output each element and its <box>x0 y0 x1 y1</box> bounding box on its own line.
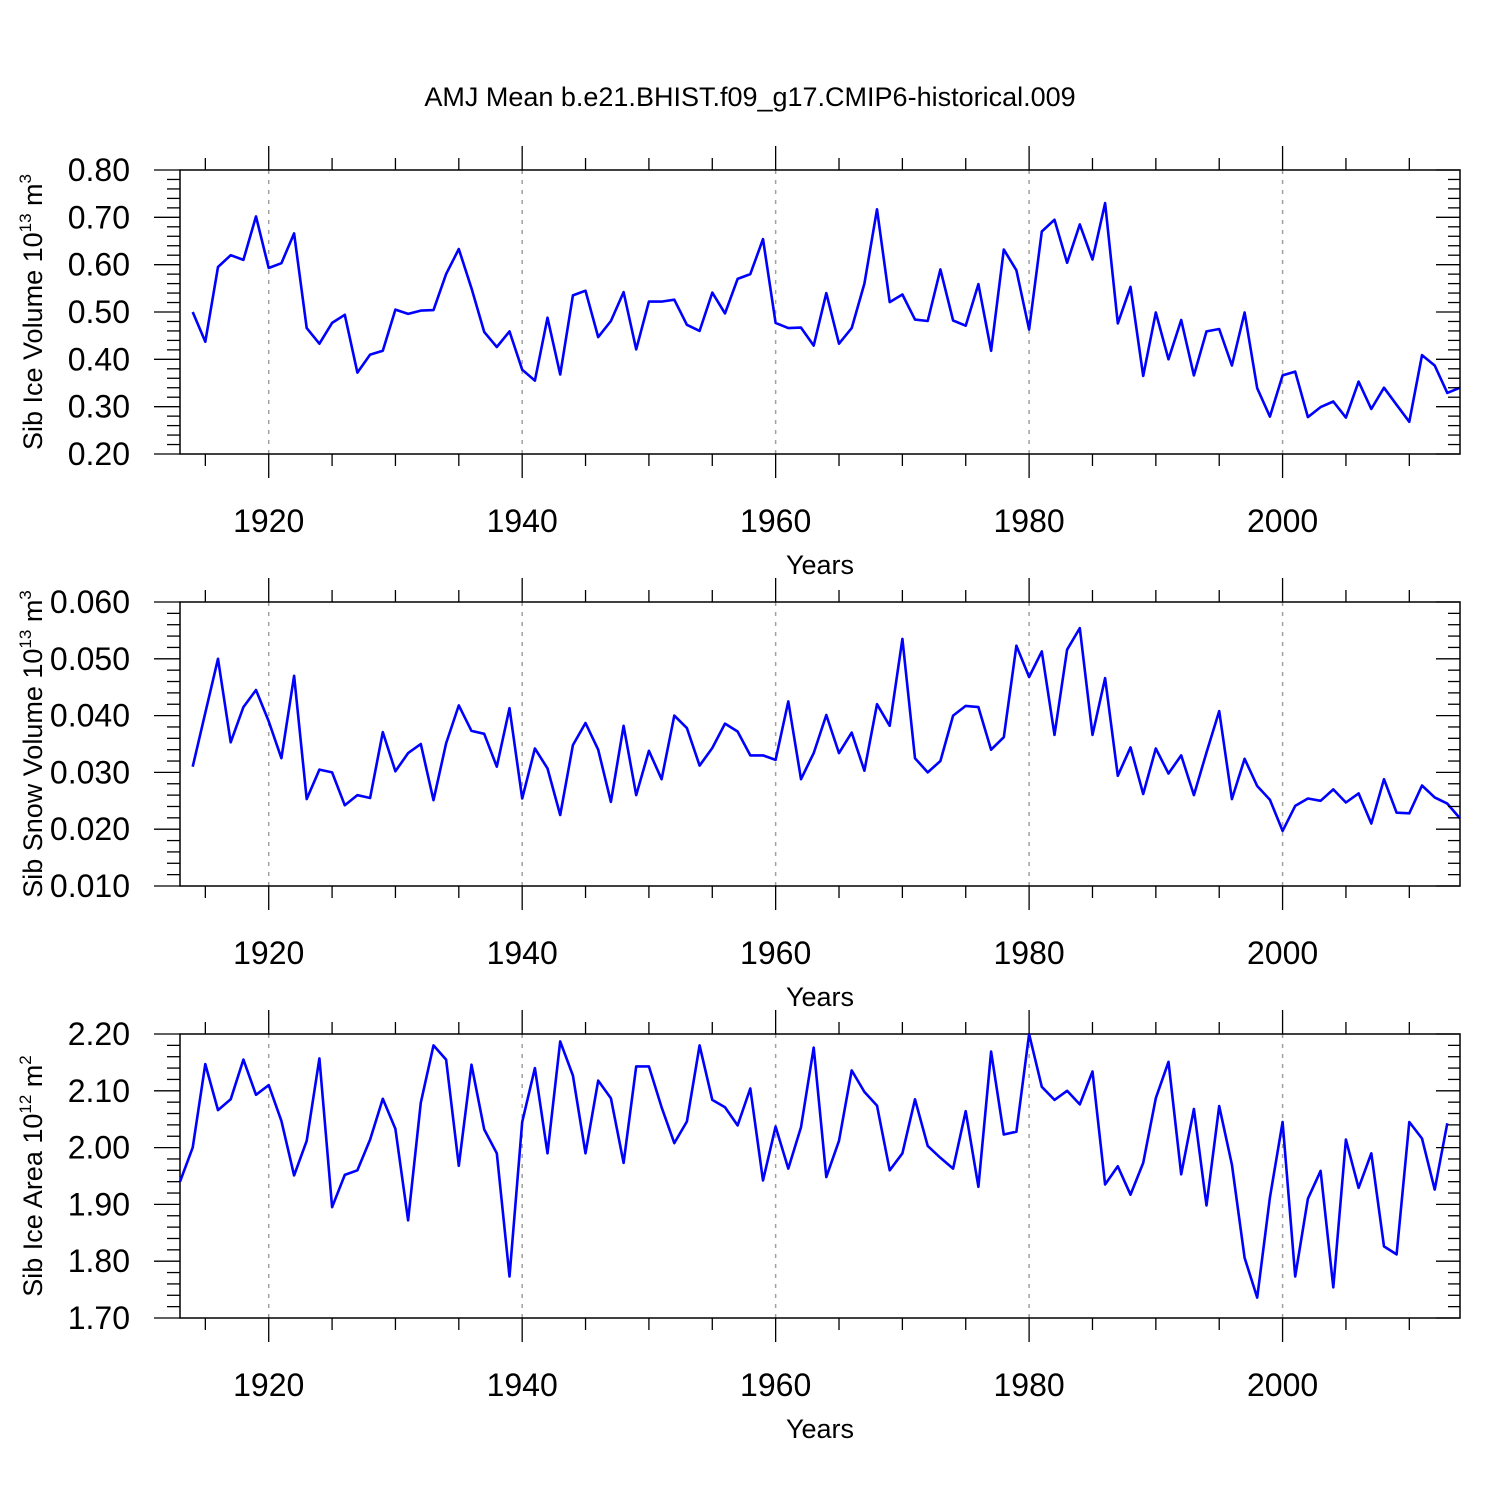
y-axis-label: Sib Snow Volume 1013 m3 <box>16 590 48 898</box>
x-tick-label: 1980 <box>994 1367 1065 1403</box>
y-label-exponent: 13 <box>16 630 35 649</box>
x-tick-label: 1980 <box>994 503 1065 539</box>
y-tick-label: 1.80 <box>68 1243 130 1279</box>
y-label-unit-exponent: 3 <box>16 174 35 183</box>
tick-layer: 1920 1940 1960 1980 2000 0.20 0.30 0.40 0.50 0.60… <box>68 146 1460 539</box>
y-tick-label: 0.020 <box>50 811 130 847</box>
y-tick-label: 2.20 <box>68 1016 130 1052</box>
tick-layer: 1920 1940 1960 1980 2000 0.010 0.020 0.030 0.040… <box>50 578 1460 971</box>
x-axis-label: Years <box>786 982 854 1012</box>
y-tick-label: 0.030 <box>50 754 130 790</box>
x-tick-label: 1920 <box>233 935 304 971</box>
grid-layer <box>267 170 1284 454</box>
y-label-exponent: 13 <box>16 213 35 232</box>
y-label-unit: m <box>18 1065 48 1095</box>
x-axis-label: Years <box>786 550 854 580</box>
y-label-unit-exponent: 2 <box>16 1055 35 1064</box>
x-axis-label: Years <box>786 1414 854 1444</box>
y-axis-label: Sib Ice Volume 1013 m3 <box>16 174 48 450</box>
y-tick-label: 0.60 <box>68 247 130 283</box>
y-axis-label: Sib Ice Area 1012 m2 <box>16 1055 48 1297</box>
y-tick-label: 0.80 <box>68 152 130 188</box>
x-tick-label: 1960 <box>740 935 811 971</box>
y-tick-label: 0.50 <box>68 294 130 330</box>
y-tick-label: 0.050 <box>50 641 130 677</box>
y-tick-label: 2.10 <box>68 1073 130 1109</box>
y-label-prefix: Sib Snow Volume 10 <box>18 649 48 898</box>
y-tick-label: 0.70 <box>68 199 130 235</box>
y-label-prefix: Sib Ice Volume 10 <box>18 232 48 450</box>
y-tick-label: 0.010 <box>50 868 130 904</box>
y-label-exponent: 12 <box>16 1095 35 1114</box>
x-tick-label: 1980 <box>994 935 1065 971</box>
series-line <box>178 1032 1449 1299</box>
x-tick-label: 1960 <box>740 503 811 539</box>
x-tick-label: 1960 <box>740 1367 811 1403</box>
y-label-unit: m <box>18 183 48 213</box>
y-tick-label: 0.40 <box>68 341 130 377</box>
y-tick-label: 0.30 <box>68 389 130 425</box>
y-label-unit-exponent: 3 <box>16 590 35 599</box>
y-tick-label: 0.040 <box>50 698 130 734</box>
series-line <box>191 201 1461 424</box>
figure-title: AMJ Mean b.e21.BHIST.f09_g17.CMIP6-histo… <box>424 82 1075 112</box>
y-tick-label: 1.90 <box>68 1186 130 1222</box>
x-tick-label: 2000 <box>1247 935 1318 971</box>
x-tick-label: 1940 <box>487 935 558 971</box>
plot-frame <box>179 1033 1461 1319</box>
x-tick-label: 2000 <box>1247 503 1318 539</box>
y-label-prefix: Sib Ice Area 10 <box>18 1114 48 1297</box>
x-tick-label: 1940 <box>487 1367 558 1403</box>
x-tick-label: 1920 <box>233 1367 304 1403</box>
tick-layer: 1920 1940 1960 1980 2000 1.70 1.80 1.90 2.00 2.10… <box>68 1010 1460 1403</box>
y-tick-label: 0.20 <box>68 436 130 472</box>
plot-frame <box>179 601 1461 887</box>
panel-ice-area: 1920 1940 1960 1980 2000 1.70 1.80 1.90 2.00 2.10… <box>16 1010 1461 1444</box>
series-line <box>191 626 1461 833</box>
y-label-unit: m <box>18 600 48 630</box>
y-tick-label: 2.00 <box>68 1130 130 1166</box>
x-tick-label: 1920 <box>233 503 304 539</box>
grid-layer <box>267 602 1284 886</box>
y-tick-label: 1.70 <box>68 1300 130 1336</box>
y-tick-label: 0.060 <box>50 584 130 620</box>
panel-snow-volume: 1920 1940 1960 1980 2000 0.010 0.020 0.030 0.040… <box>16 578 1461 1012</box>
x-tick-label: 2000 <box>1247 1367 1318 1403</box>
grid-layer <box>267 1034 1284 1318</box>
panel-ice-volume: 1920 1940 1960 1980 2000 0.20 0.30 0.40 0.50 0.60… <box>16 146 1461 580</box>
x-tick-label: 1940 <box>487 503 558 539</box>
